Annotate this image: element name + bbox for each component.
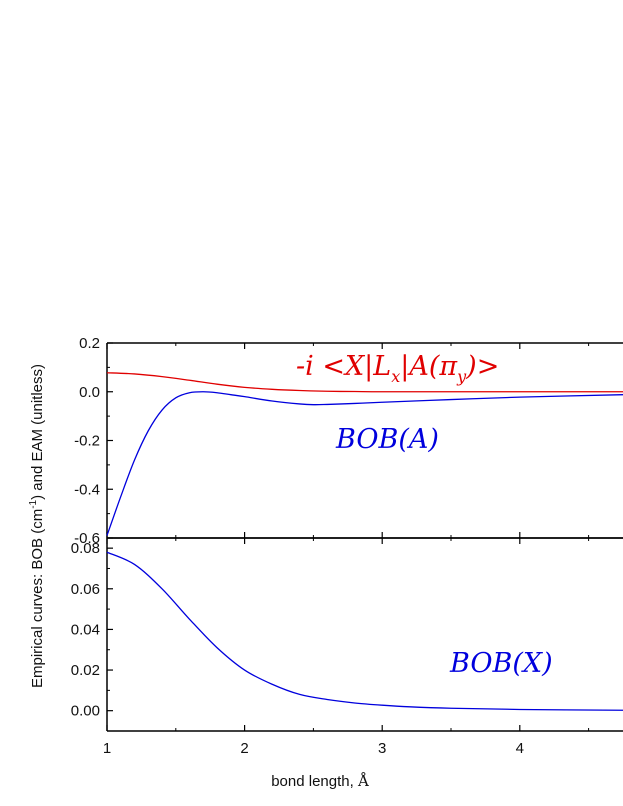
x-tick-label: 3 — [378, 740, 386, 757]
x-tick-label: 1 — [103, 740, 111, 757]
x-tick-label: 2 — [240, 740, 248, 757]
series-line-bottom-blue — [106, 551, 623, 711]
y-tick-label: -0.6 — [74, 530, 100, 547]
y-tick-label: 0.0 — [79, 384, 100, 401]
y-tick-label: 0.04 — [71, 621, 100, 638]
series-line-top-red — [106, 372, 623, 393]
annotation-eam: -i <X|Lx|A(πy)> — [296, 351, 499, 386]
y-axis-title: Empirical curves: BOB (cm-1) and EAM (un… — [28, 364, 46, 688]
y-tick-label: -0.2 — [74, 433, 100, 450]
y-tick-label: 0.08 — [71, 540, 100, 557]
annotation-bob-x: BOB(X) — [449, 648, 553, 679]
annotation-bob-a: BOB(A) — [335, 424, 439, 455]
y-tick-label: 0.02 — [71, 662, 100, 679]
bottom-panel: 0.08 0.06 0.04 0.02 0.00 1 2 3 4 — [71, 537, 623, 757]
y-tick-label: 0.06 — [71, 581, 100, 598]
y-tick-label: -0.4 — [74, 481, 100, 498]
x-tick-label: 4 — [516, 740, 524, 757]
series-line-top-blue — [106, 391, 623, 536]
x-axis-title: bond length, Å — [271, 772, 369, 790]
y-tick-label: 0.2 — [79, 335, 100, 352]
y-tick-label: 0.00 — [71, 703, 100, 720]
